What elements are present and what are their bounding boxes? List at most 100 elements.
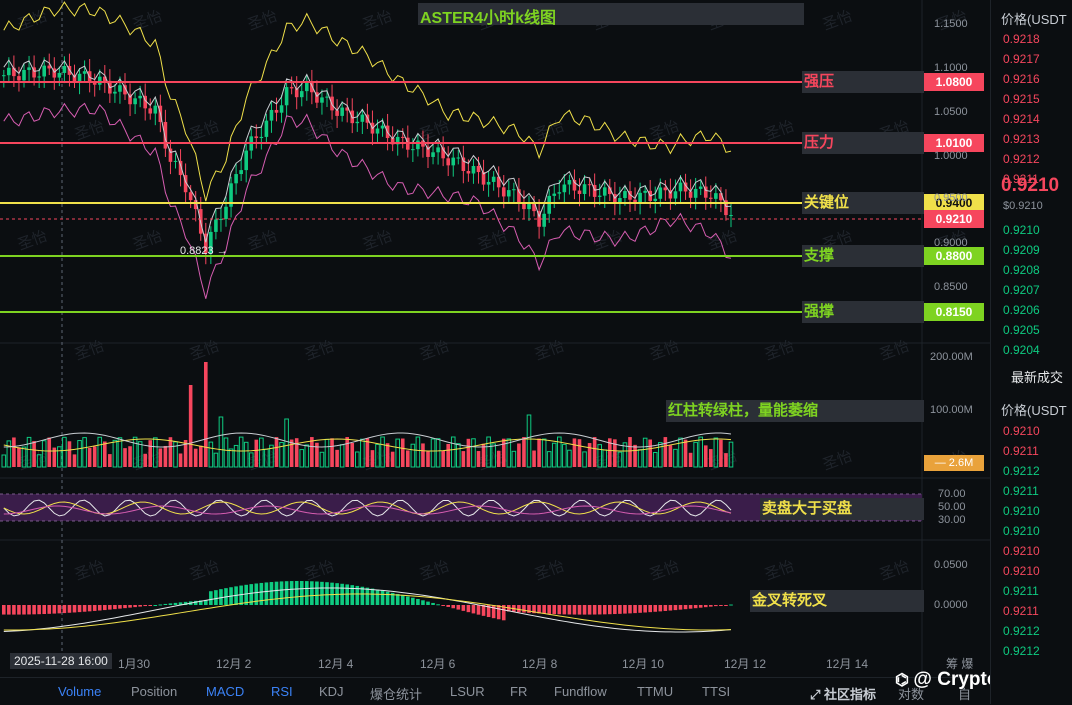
watermark-text: 圣怡 [246, 448, 280, 474]
rsi-line-1 [3, 499, 732, 517]
community-indicators[interactable]: ⤢ 社区指标 [810, 687, 877, 702]
volume-axis-100m: 100.00M [930, 404, 973, 416]
ask-row[interactable]: 0.9218 [1003, 32, 1040, 46]
trade-row[interactable]: 0.9210 [1003, 504, 1040, 518]
volume-annotation: 红柱转绿柱，量能萎缩 [666, 400, 924, 422]
candle-body [587, 184, 592, 186]
candle-body [491, 176, 496, 182]
volume-bar [541, 438, 547, 468]
volume-bar [279, 442, 284, 468]
volume-bar [380, 436, 385, 468]
volume-bar [446, 443, 450, 467]
trade-row[interactable]: 0.9210 [1003, 524, 1040, 538]
chart-title-box [418, 3, 804, 25]
candle-body [103, 76, 107, 81]
ask-row[interactable]: 0.9215 [1003, 92, 1040, 106]
trade-row[interactable]: 0.9210 [1003, 544, 1040, 558]
level-price-tag-1: 1.0100 [924, 134, 984, 152]
volume-bar [52, 447, 57, 467]
volume-bar [204, 362, 208, 467]
log-scale-toggle[interactable]: 对数 [898, 687, 925, 702]
candle-body [395, 136, 400, 145]
candle-body [224, 206, 228, 220]
candle-body [335, 110, 339, 116]
volume-bar [613, 439, 617, 467]
ask-row[interactable]: 0.9212 [1003, 152, 1040, 166]
candle-body [239, 170, 243, 175]
indicator-tab-0[interactable]: Volume [58, 684, 102, 699]
trade-row[interactable]: 0.9212 [1003, 464, 1040, 478]
bollinger-middle [3, 59, 732, 243]
macd-bar [613, 605, 617, 615]
candle-body [294, 88, 299, 98]
indicator-tab-9[interactable]: TTMU [637, 684, 674, 699]
macd-bar [67, 605, 72, 613]
level-label-3: 支撑 [802, 245, 924, 267]
volume-bar [284, 418, 289, 468]
macd-bar [32, 605, 36, 615]
bid-row[interactable]: 0.9209 [1003, 243, 1040, 257]
candle-body [512, 189, 516, 191]
volume-bar [238, 436, 244, 468]
bid-row[interactable]: 0.9206 [1003, 303, 1040, 317]
trade-row[interactable]: 0.9210 [1003, 564, 1040, 578]
trades-title[interactable]: 最新成交 [1011, 370, 1064, 385]
bid-row[interactable]: 0.9207 [1003, 283, 1040, 297]
volume-bar [703, 445, 708, 467]
candle-body [269, 109, 274, 121]
volume-bar [450, 436, 456, 468]
volume-bar [491, 443, 496, 468]
level-price-tag-4: 0.8150 [924, 303, 984, 321]
candle-body [57, 72, 62, 78]
volume-axis-200m: 200.00M [930, 351, 973, 363]
ask-row[interactable]: 0.9217 [1003, 52, 1040, 66]
candle-body [597, 195, 602, 197]
macd-bar [315, 581, 319, 605]
bid-row[interactable]: 0.9205 [1003, 323, 1040, 337]
bid-row[interactable]: 0.9208 [1003, 263, 1040, 277]
trade-row[interactable]: 0.9212 [1003, 624, 1040, 638]
trade-row[interactable]: 0.9211 [1003, 484, 1039, 498]
macd-bar [643, 605, 647, 613]
candle-body [618, 198, 622, 204]
volume-bar [709, 449, 713, 467]
indicator-tab-6[interactable]: LSUR [450, 684, 485, 699]
indicator-tab-10[interactable]: TTSI [702, 684, 731, 699]
indicator-tab-4[interactable]: KDJ [319, 684, 344, 699]
candle-body [17, 76, 21, 81]
indicator-tab-8[interactable]: Fundflow [554, 684, 607, 699]
volume-bar [663, 437, 668, 467]
auto-scale-toggle[interactable]: 自 [958, 687, 972, 702]
indicator-tab-5[interactable]: 爆仓统计 [370, 687, 423, 702]
volume-bar [218, 416, 224, 468]
signal-line [3, 593, 732, 631]
volume-bar [496, 450, 501, 467]
volume-bar [269, 444, 274, 468]
trade-row[interactable]: 0.9211 [1003, 444, 1039, 458]
volume-bar [208, 441, 214, 468]
bid-row[interactable]: 0.9204 [1003, 343, 1040, 357]
indicator-tab-2[interactable]: MACD [206, 684, 245, 699]
indicator-tab-1[interactable]: Position [131, 684, 178, 699]
candle-body [183, 175, 188, 193]
ask-row[interactable]: 0.9211 [1003, 172, 1039, 186]
ask-row[interactable]: 0.9213 [1003, 132, 1040, 146]
trade-row[interactable]: 0.9211 [1003, 584, 1039, 598]
bid-row[interactable]: 0.9210 [1003, 223, 1040, 237]
candle-body [668, 190, 673, 199]
macd-bar [7, 605, 11, 615]
indicator-tab-3[interactable]: RSI [271, 684, 293, 699]
ask-row[interactable]: 0.9216 [1003, 72, 1040, 86]
trade-row[interactable]: 0.9212 [1003, 644, 1040, 658]
trade-row[interactable]: 0.9211 [1003, 604, 1039, 618]
candle-body [193, 200, 198, 210]
volume-bar [501, 438, 506, 467]
volume-bar [289, 439, 294, 467]
macd-bar [299, 581, 304, 605]
macd-bar [547, 605, 551, 614]
trade-row[interactable]: 0.9210 [1003, 424, 1040, 438]
ask-row[interactable]: 0.9214 [1003, 112, 1040, 126]
watermark-text: 圣怡 [648, 558, 682, 584]
indicator-tab-7[interactable]: FR [510, 684, 528, 699]
